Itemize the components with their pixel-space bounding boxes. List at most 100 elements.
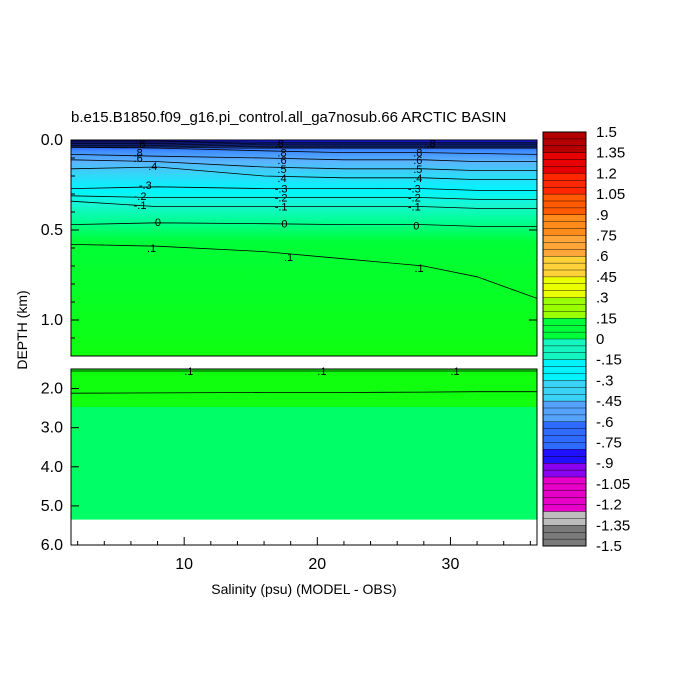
colorbar-label-3: 1.05: [596, 186, 625, 203]
colorbar-label-10: 0: [596, 331, 604, 348]
colorbar-label-9: .15: [596, 310, 617, 327]
contour-label-bottom-2: .1: [451, 366, 460, 378]
colorbar-cell: [542, 159, 587, 168]
colorbar-cell: [542, 518, 587, 526]
chart-title: b.e15.B1850.f09_g16.pi_control.all_ga7no…: [71, 109, 506, 126]
top-contours: [71, 140, 537, 299]
contour-line-surface-1: [71, 141, 537, 143]
contour-label-top-5: 0: [413, 221, 419, 233]
x-axis-label: Salinity (psu) (MODEL - OBS): [211, 581, 396, 597]
contour-line-surface-7: [71, 145, 537, 148]
contour-label-top-26: .8: [136, 139, 145, 151]
colorbar-cell: [542, 180, 587, 188]
colorbar-label-16: -.9: [596, 455, 614, 472]
colorbar-cell: [542, 221, 587, 230]
contour-label-top-1: .1: [284, 252, 293, 264]
x-tick-label-0: 10: [175, 556, 193, 573]
contour-label-top-3: 0: [155, 217, 161, 229]
contour-label-top-22: .6: [413, 155, 422, 167]
bottom-panel-frame: [70, 368, 538, 546]
colorbar-cells: [542, 131, 587, 547]
contour-label-top-10: -.2: [275, 193, 288, 205]
colorbar-cell: [542, 186, 587, 195]
contour-label-top-4: 0: [281, 219, 287, 231]
bottom-y-tick-label-2: 4.0: [41, 459, 63, 476]
top-panel-field: [71, 140, 537, 356]
colorbar-cell: [542, 380, 587, 388]
colorbar-cell: [542, 166, 587, 174]
contour-label-top-19: .5: [413, 164, 422, 176]
colorbar-label-11: -.15: [596, 352, 622, 369]
bottom-y-tick-label-0: 2.0: [41, 381, 63, 398]
colorbar-cell: [542, 228, 587, 237]
contour-line-top-1: [71, 222, 537, 227]
colorbar-label-19: -1.35: [596, 517, 630, 534]
contour-label-top-7: -.1: [275, 202, 288, 214]
contour-label-top-2: .1: [415, 263, 424, 275]
colorbar-cell: [542, 373, 587, 381]
colorbar-cell: [542, 242, 587, 250]
colorbar-label-14: -.6: [596, 414, 614, 431]
colorbar-cell: [542, 235, 587, 243]
x-ticks: 10 20 30: [77, 537, 531, 573]
colorbar-cell: [542, 325, 587, 333]
colorbar-cell: [542, 256, 587, 264]
x-tick-label-1: 20: [308, 556, 326, 573]
colorbar-label-8: .3: [596, 290, 609, 307]
contour-label-top-24: .8: [277, 148, 286, 160]
colorbar-label-2: 1.2: [596, 165, 617, 182]
contour-label-top-11: -.2: [408, 193, 421, 205]
colorbar-cell: [542, 525, 587, 533]
colorbar-cell: [542, 269, 587, 278]
contour-line-top-7: [71, 154, 537, 163]
contour-label-top-9: -.2: [134, 191, 147, 203]
contour-line-surface-2: [71, 142, 537, 144]
colorbar-cell: [542, 532, 587, 540]
colorbar-cell: [542, 193, 587, 202]
contour-label-top-13: -.3: [275, 184, 288, 196]
bottom-upper-green: [71, 369, 537, 409]
contour-label-top-8: -.1: [408, 202, 421, 214]
contour-label-bottom-1: .1: [317, 366, 326, 378]
colorbar-label-0: 1.5: [596, 124, 617, 141]
colorbar-label-12: -.3: [596, 372, 614, 389]
colorbar: 1.5 1.35 1.2 1.05 .9 .75 .6 .45 .3 .15 0 -.15 -.3 -.4…: [542, 124, 630, 555]
colorbar-label-6: .6: [596, 248, 609, 265]
colorbar-cell: [542, 463, 587, 471]
colorbar-cell: [542, 338, 587, 347]
top-y-tick-label-2: 1.0: [41, 312, 63, 329]
bottom-contour-labels: .1 .1 .1: [184, 366, 459, 378]
contour-line-bottom-1: [71, 391, 537, 394]
top-panel: .1.1.10 0 0-.1 -.1 -.1-.2 -.2 -.2-.3 -.3 -.3.4.4…: [41, 132, 538, 357]
colorbar-labels: 1.5 1.35 1.2 1.05 .9 .75 .6 .45 .3 .15 0 -.15 -.3 -.4…: [596, 124, 630, 555]
colorbar-label-5: .75: [596, 228, 617, 245]
colorbar-cell: [542, 421, 587, 430]
contour-label-top-21: .6: [277, 155, 286, 167]
colorbar-cell: [542, 387, 587, 395]
x-tick-label-2: 30: [442, 556, 460, 573]
colorbar-cell: [542, 200, 587, 209]
contour-line-top-8: [71, 146, 537, 155]
colorbar-cell: [542, 490, 587, 499]
contour-label-top-25: .8: [413, 148, 422, 160]
colorbar-cell: [542, 297, 587, 306]
contour-label-top-20: .6: [134, 153, 143, 165]
colorbar-cell: [542, 449, 587, 457]
top-y-tick-label-0: 0.0: [41, 132, 63, 149]
colorbar-label-20: -1.5: [596, 538, 622, 555]
colorbar-cell: [542, 497, 587, 506]
bottom-deep-green: [71, 407, 537, 520]
colorbar-cell: [542, 400, 587, 409]
top-y-tick-label-1: 0.5: [41, 222, 63, 239]
contour-label-top-0: .1: [147, 243, 156, 255]
contour-label-top-27: .8: [275, 139, 284, 151]
contour-label-top-12: -.3: [139, 180, 152, 192]
colorbar-cell: [542, 456, 587, 464]
colorbar-cell: [542, 173, 587, 181]
colorbar-cell: [542, 476, 587, 485]
contour-label-top-28: .8: [427, 139, 436, 151]
top-y-ticks: 0.00.51.0: [41, 132, 537, 339]
colorbar-cell: [542, 152, 587, 161]
colorbar-cell: [542, 538, 587, 547]
contour-line-top-0: [71, 244, 537, 299]
